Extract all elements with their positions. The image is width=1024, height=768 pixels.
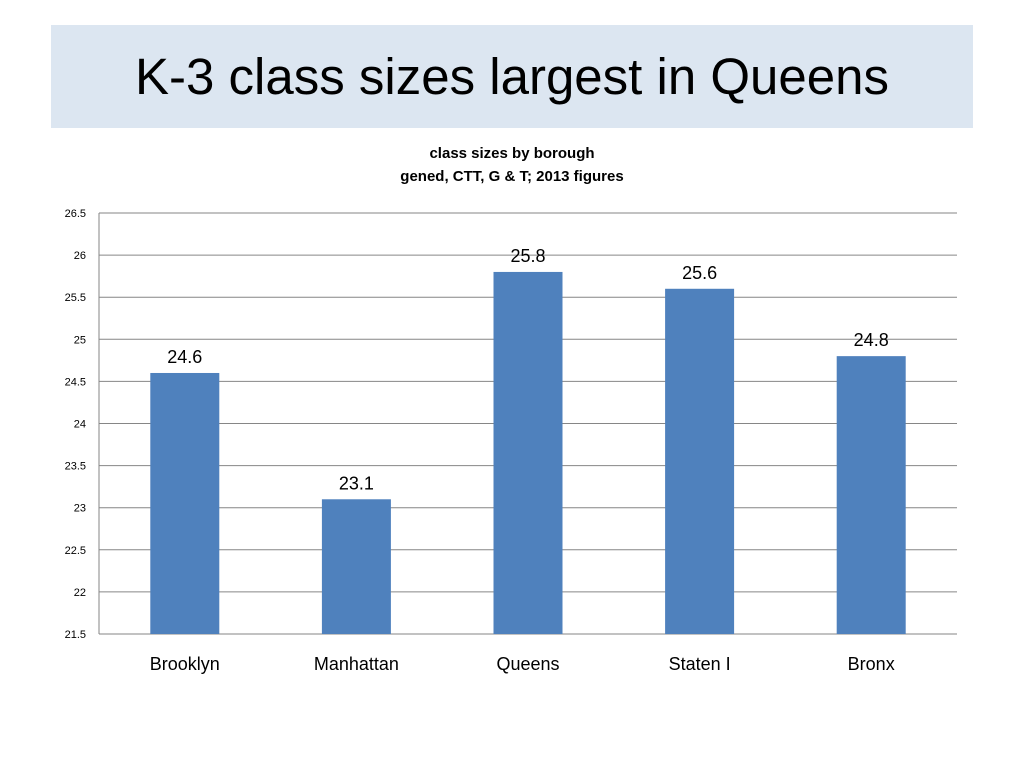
- y-tick-label: 22.5: [65, 545, 86, 557]
- bars: [150, 271, 906, 634]
- chart-title-block: class sizes by borough gened, CTT, G & T…: [0, 142, 1024, 188]
- y-tick-label: 24: [74, 419, 86, 431]
- x-axis-tick-labels: Brooklyn Manhattan Queens Staten I Bronx: [150, 654, 895, 674]
- title-band: K-3 class sizes largest in Queens: [51, 25, 973, 128]
- data-label: 25.8: [510, 246, 545, 266]
- bar-queens: [493, 271, 563, 634]
- chart-title: class sizes by borough: [429, 145, 595, 162]
- y-tick-label: 21.5: [65, 629, 86, 641]
- y-tick-label: 23: [74, 503, 86, 515]
- y-tick-label: 23.5: [65, 461, 86, 473]
- data-label: 24.6: [167, 347, 202, 367]
- data-label: 25.6: [682, 263, 717, 283]
- x-tick-label: Manhattan: [314, 654, 399, 674]
- y-axis-tick-labels: 21.5 22 22.5 23 23.5 24 24.5 25 25.5 26 26.5: [65, 208, 86, 641]
- y-tick-label: 25.5: [65, 292, 86, 304]
- y-tick-label: 26.5: [65, 208, 86, 220]
- chart-area: class sizes by borough gened, CTT, G & T…: [0, 130, 1024, 710]
- y-tick-label: 22: [74, 587, 86, 599]
- data-label: 24.8: [854, 330, 889, 350]
- bar-bronx: [836, 356, 906, 634]
- x-tick-label: Queens: [496, 654, 559, 674]
- data-label: 23.1: [339, 473, 374, 493]
- y-tick-label: 24.5: [65, 376, 86, 388]
- bar-brooklyn: [150, 372, 220, 634]
- bar-staten-i: [665, 288, 735, 634]
- data-labels: 24.6 23.1 25.8 25.6 24.8: [167, 246, 888, 493]
- slide-title: K-3 class sizes largest in Queens: [135, 48, 889, 105]
- x-tick-label: Staten I: [669, 654, 731, 674]
- y-tick-label: 25: [74, 334, 86, 346]
- x-tick-label: Brooklyn: [150, 654, 220, 674]
- x-tick-label: Bronx: [848, 654, 895, 674]
- bar-manhattan: [321, 499, 391, 634]
- y-tick-label: 26: [74, 250, 86, 262]
- chart-subtitle: gened, CTT, G & T; 2013 figures: [400, 168, 624, 185]
